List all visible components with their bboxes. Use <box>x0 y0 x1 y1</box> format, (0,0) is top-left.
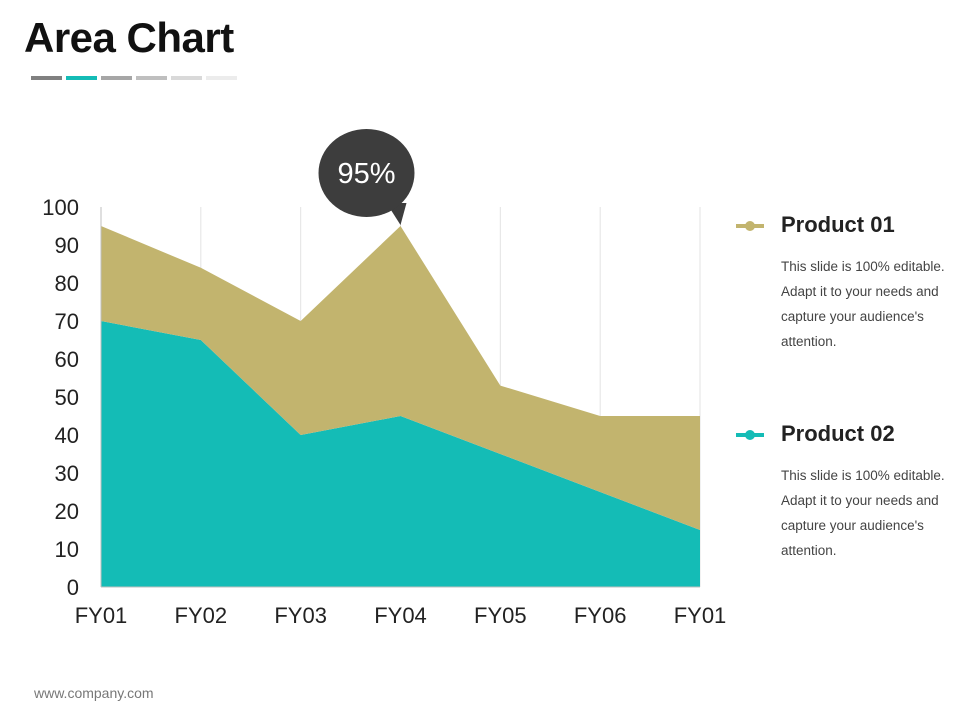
y-tick-label: 90 <box>55 233 79 258</box>
title-underline-bar <box>31 76 237 80</box>
legend-swatch-dot <box>745 221 755 231</box>
title-bar-segment <box>136 76 167 80</box>
x-tick-label: FY03 <box>274 603 327 628</box>
title-bar-segment <box>206 76 237 80</box>
y-tick-label: 50 <box>55 385 79 410</box>
legend-title: Product 02 <box>781 421 895 446</box>
x-tick-label: FY01 <box>75 603 128 628</box>
y-tick-label: 60 <box>55 347 79 372</box>
y-tick-label: 80 <box>55 271 79 296</box>
legend-description: This slide is 100% editable. Adapt it to… <box>781 259 945 349</box>
x-tick-label: FY01 <box>674 603 727 628</box>
title-bar-segment <box>66 76 97 80</box>
y-tick-label: 40 <box>55 423 79 448</box>
area-product-02 <box>101 321 700 587</box>
title-bar-segment <box>101 76 132 80</box>
legend-swatch-dot <box>745 430 755 440</box>
legend-product-02: Product 02 This slide is 100% editable. … <box>734 421 945 563</box>
x-tick-label: FY06 <box>574 603 627 628</box>
y-tick-label: 100 <box>42 195 79 220</box>
x-tick-label: FY04 <box>374 603 427 628</box>
slide-title: Area Chart <box>24 14 234 61</box>
legend-title: Product 01 <box>781 212 895 237</box>
x-tick-label: FY02 <box>175 603 228 628</box>
title-bar-segment <box>171 76 202 80</box>
footer-url: www.company.com <box>34 685 154 701</box>
legend-product-01: Product 01 This slide is 100% editable. … <box>734 212 945 354</box>
area-product-01 <box>101 226 700 530</box>
y-tick-label: 20 <box>55 499 79 524</box>
y-tick-label: 0 <box>67 575 79 600</box>
legend-description: This slide is 100% editable. Adapt it to… <box>781 468 945 558</box>
y-tick-label: 30 <box>55 461 79 486</box>
y-tick-label: 70 <box>55 309 79 334</box>
y-tick-label: 10 <box>55 537 79 562</box>
x-tick-label: FY05 <box>474 603 527 628</box>
title-bar-segment <box>31 76 62 80</box>
callout-bubble <box>318 129 415 217</box>
callout-label: 95% <box>337 158 395 190</box>
